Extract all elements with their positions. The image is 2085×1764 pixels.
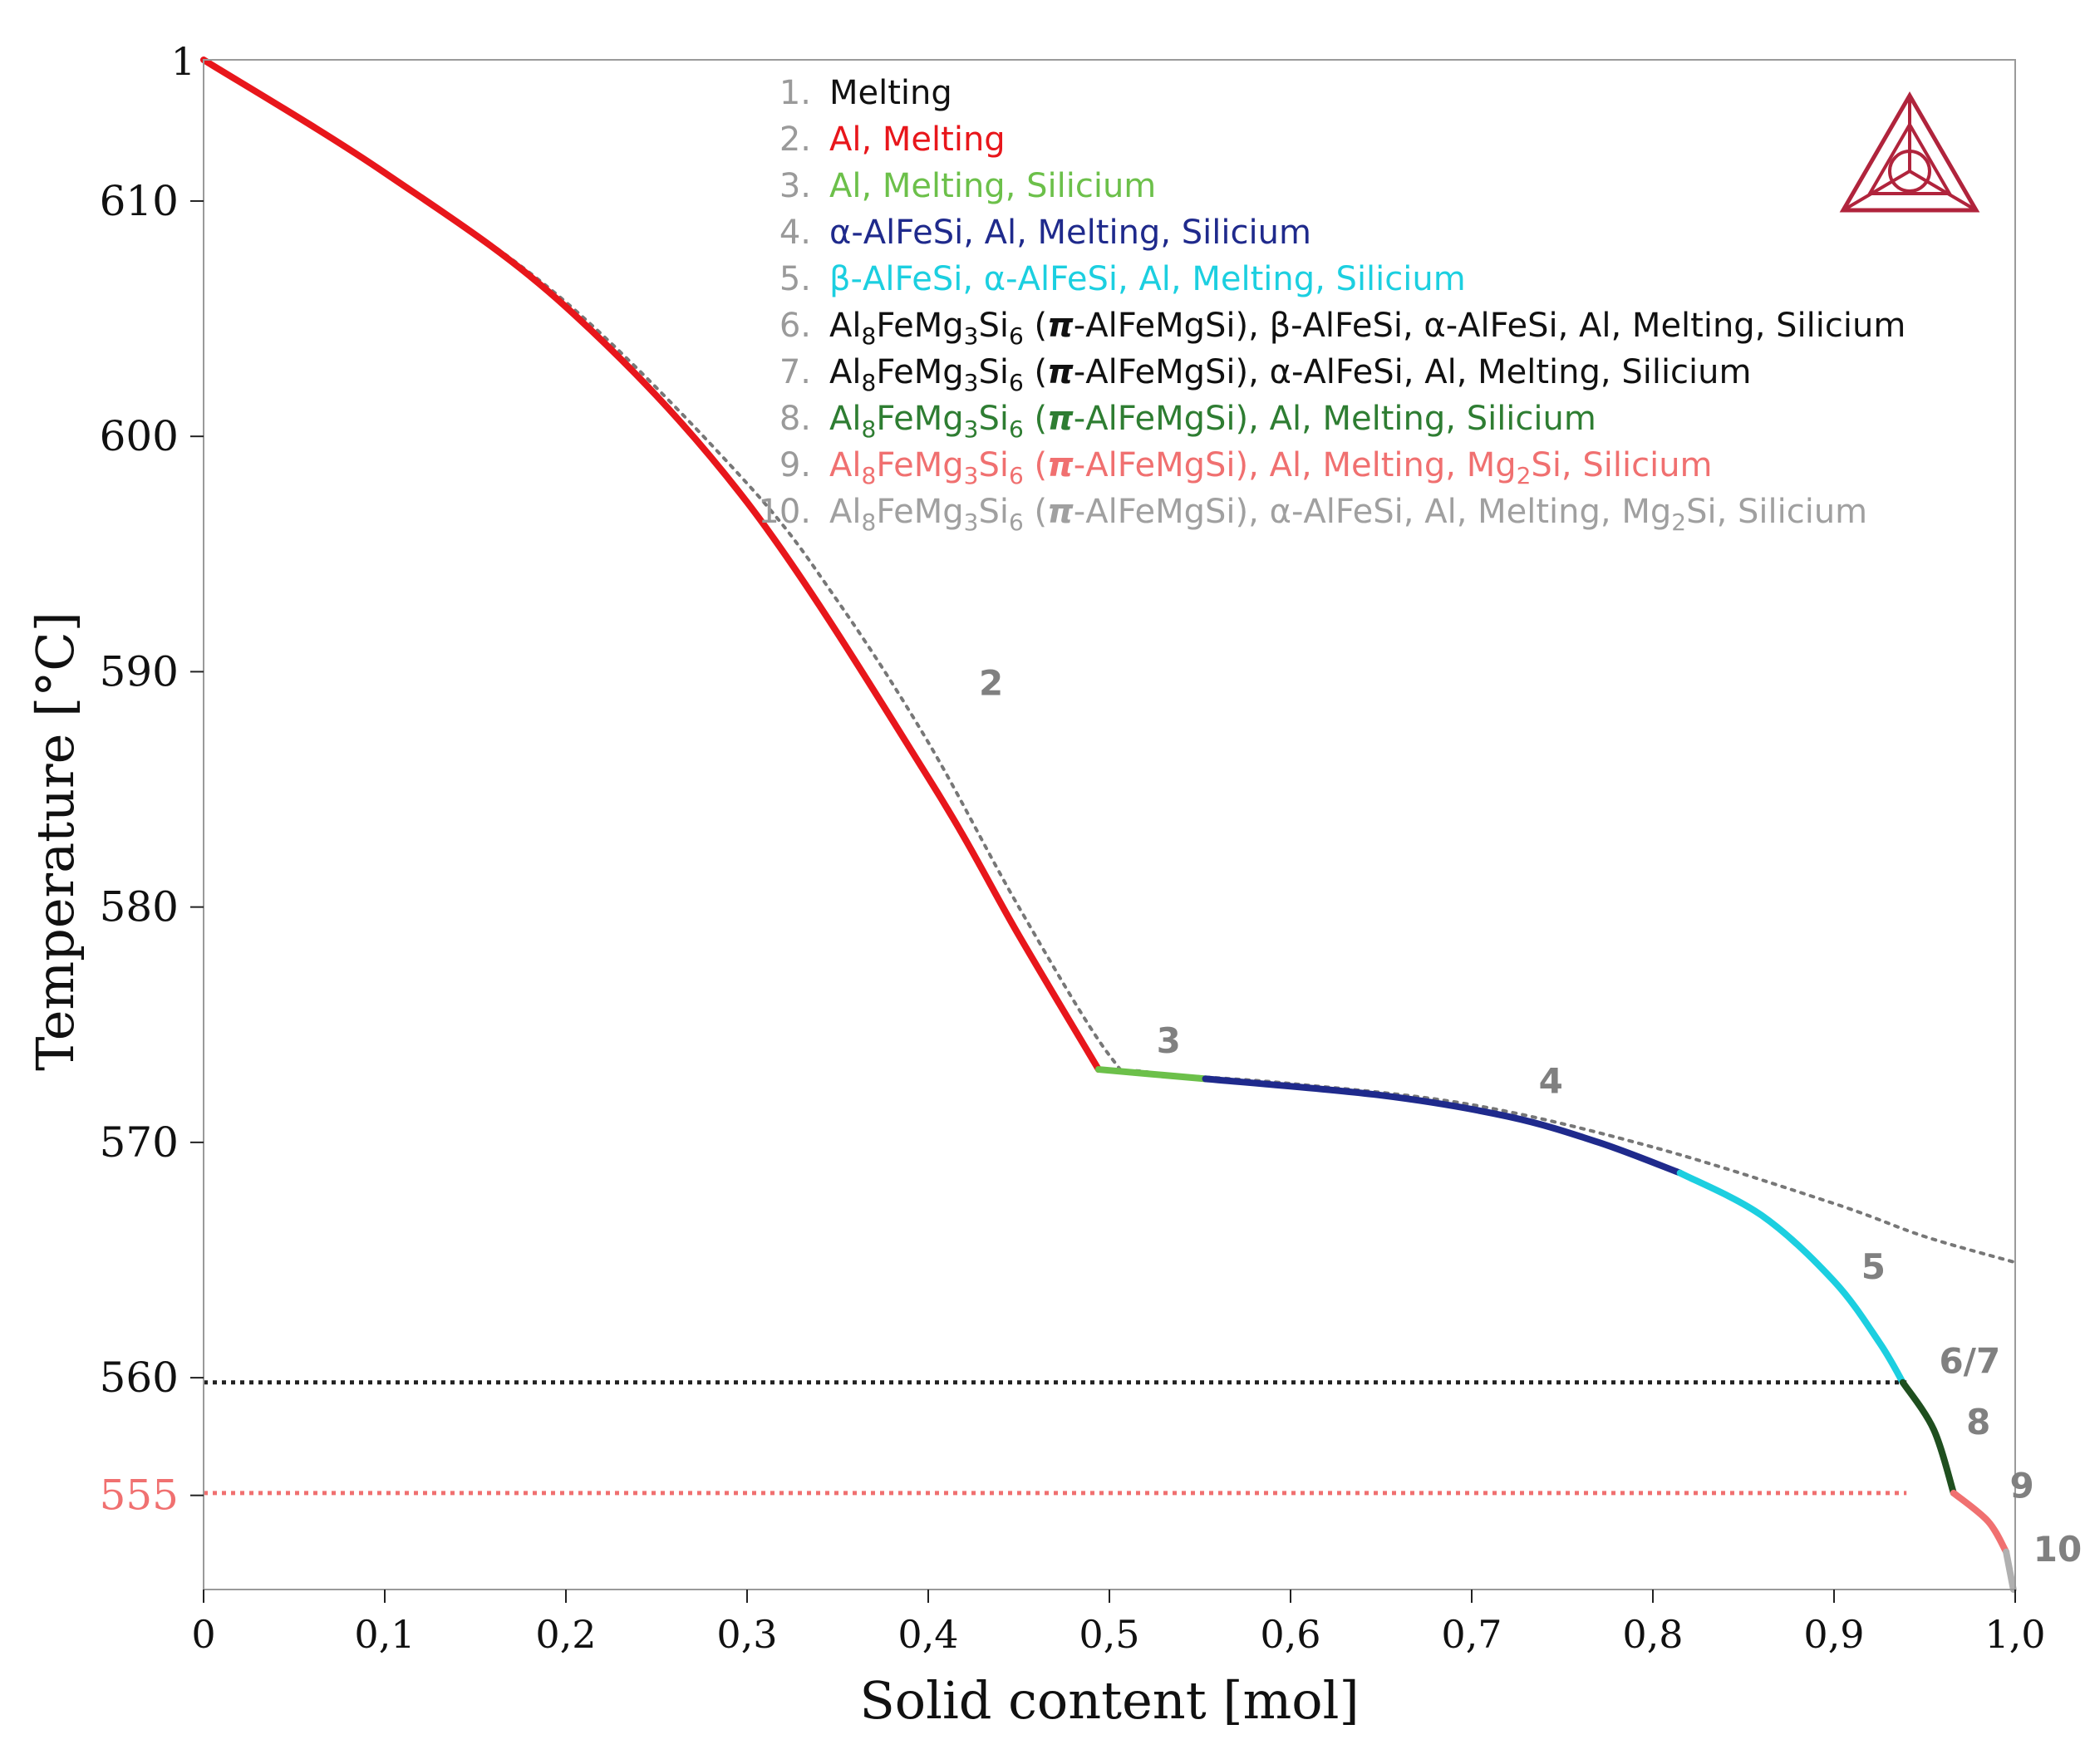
legend-entry: Al, Melting, Silicium bbox=[829, 167, 1156, 205]
reference-lines bbox=[204, 1380, 1907, 1496]
x-tick-label: 0,2 bbox=[535, 1612, 596, 1657]
y-tick-label: 590 bbox=[100, 647, 179, 695]
legend-number: 10. bbox=[758, 493, 811, 531]
segment-label: 3 bbox=[1157, 1020, 1181, 1061]
legend-number: 5. bbox=[779, 260, 811, 298]
top-left-label: 1 bbox=[171, 39, 195, 84]
legend: 1. Melting 2. Al, Melting 3. Al, Melting, Sil… bbox=[758, 74, 1906, 536]
legend-entry: Melting bbox=[829, 74, 952, 112]
legend-number: 1. bbox=[779, 74, 811, 112]
logo-inner-triangle bbox=[1866, 121, 1953, 195]
y-tick-label: 555 bbox=[100, 1472, 179, 1520]
legend-entry: α-AlFeSi, Al, Melting, Silicium bbox=[829, 214, 1311, 252]
segment-label: 9 bbox=[2009, 1466, 2033, 1506]
y-tick-label: 600 bbox=[100, 412, 179, 460]
logo-triangle bbox=[1839, 91, 1980, 213]
legend-entry: Al8FeMg3Si6 (π-AlFeMgSi), α-AlFeSi, Al, … bbox=[829, 353, 1751, 396]
legend-entry: Al8FeMg3Si6 (π-AlFeMgSi), Al, Melting, S… bbox=[829, 400, 1596, 443]
legend-number: 6. bbox=[779, 307, 811, 345]
legend-number: 2. bbox=[779, 120, 811, 159]
segment-label: 6/7 bbox=[1939, 1340, 2000, 1381]
y-tick-label: 580 bbox=[100, 883, 179, 931]
legend-number: 9. bbox=[779, 446, 811, 484]
segment-label: 4 bbox=[1539, 1060, 1563, 1101]
x-tick-label: 0,1 bbox=[354, 1612, 415, 1657]
thermo-calc-logo bbox=[1839, 91, 1980, 213]
x-tick-label: 0,3 bbox=[716, 1612, 777, 1657]
x-tick-label: 0,5 bbox=[1079, 1612, 1139, 1657]
segment-label: 5 bbox=[1861, 1246, 1886, 1287]
legend-number: 7. bbox=[779, 353, 811, 391]
x-tick-label: 0,9 bbox=[1803, 1612, 1864, 1657]
x-tick-label: 0,8 bbox=[1622, 1612, 1683, 1657]
y-tick-label: 560 bbox=[100, 1354, 179, 1402]
series-segment-10 bbox=[2003, 1548, 2017, 1593]
segment-label: 2 bbox=[979, 663, 1003, 704]
series-segment-9 bbox=[1950, 1489, 2010, 1555]
segment-label: 10 bbox=[2033, 1529, 2082, 1570]
legend-entry: Al, Melting bbox=[829, 120, 1006, 159]
series-segment-4 bbox=[1202, 1075, 1684, 1177]
legend-number: 8. bbox=[779, 400, 811, 438]
scheil-dotted-curve bbox=[202, 58, 2017, 1265]
axes: 0 0,1 0,2 0,3 0,4 0,5 0,6 0,7 0,8 0,9 1,0 610 600 590… bbox=[100, 39, 2046, 1657]
x-tick-label: 0,6 bbox=[1260, 1612, 1320, 1657]
x-tick-label: 0 bbox=[191, 1612, 215, 1657]
series-segment-5 bbox=[1676, 1169, 1906, 1386]
x-tick-label: 1,0 bbox=[1984, 1612, 2045, 1657]
series-segment-6-7 bbox=[1899, 1378, 1957, 1496]
legend-number: 3. bbox=[779, 167, 811, 205]
legend-number: 4. bbox=[779, 214, 811, 252]
x-axis-title: Solid content [mol] bbox=[859, 1670, 1359, 1731]
x-tick-label: 0,7 bbox=[1441, 1612, 1502, 1657]
y-tick-label: 570 bbox=[100, 1118, 179, 1167]
y-tick-label: 610 bbox=[100, 177, 179, 225]
x-tick-label: 0,4 bbox=[897, 1612, 958, 1657]
legend-entry: Al8FeMg3Si6 (π-AlFeMgSi), Al, Melting, M… bbox=[829, 446, 1713, 489]
series-segment-3 bbox=[1094, 1066, 1209, 1083]
legend-entry: Al8FeMg3Si6 (π-AlFeMgSi), β-AlFeSi, α-Al… bbox=[829, 307, 1906, 350]
legend-entry: β-AlFeSi, α-AlFeSi, Al, Melting, Siliciu… bbox=[829, 260, 1466, 298]
logo-spokes bbox=[1842, 96, 1978, 212]
segment-label: 8 bbox=[1966, 1402, 1990, 1442]
y-axis-title: Temperature [°C] bbox=[25, 612, 86, 1071]
legend-entry: Al8FeMg3Si6 (π-AlFeMgSi), α-AlFeSi, Al, … bbox=[829, 493, 1867, 536]
series-layer bbox=[200, 57, 2017, 1593]
series-segment-2 bbox=[200, 57, 1102, 1074]
